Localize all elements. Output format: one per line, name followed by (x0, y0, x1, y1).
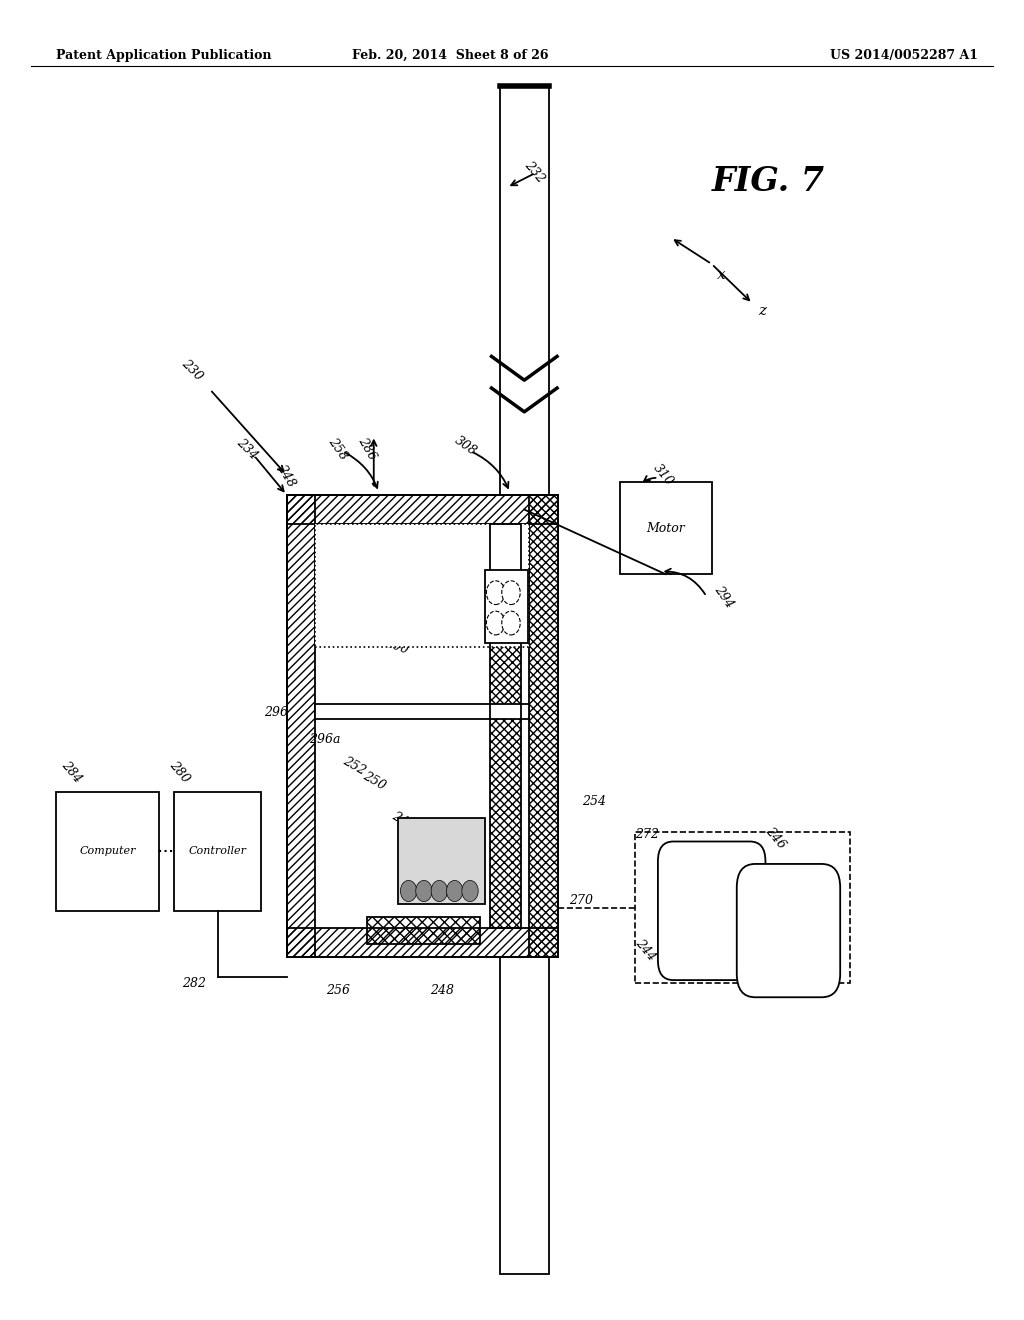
Text: 280: 280 (167, 759, 193, 785)
Text: 300: 300 (384, 636, 411, 657)
Circle shape (416, 880, 432, 902)
Bar (287, 495, 558, 957)
FancyBboxPatch shape (737, 865, 840, 998)
Text: Patent Application Publication: Patent Application Publication (56, 49, 271, 62)
Text: FIG. 7: FIG. 7 (712, 165, 824, 198)
Circle shape (486, 611, 505, 635)
Text: x: x (717, 268, 725, 282)
Text: 306: 306 (459, 597, 485, 618)
Circle shape (502, 581, 520, 605)
Bar (500, 86, 549, 1274)
Text: 254: 254 (582, 795, 605, 808)
Circle shape (400, 880, 417, 902)
Circle shape (486, 581, 505, 605)
Text: Feb. 20, 2014  Sheet 8 of 26: Feb. 20, 2014 Sheet 8 of 26 (352, 49, 549, 62)
Text: 258: 258 (326, 436, 350, 462)
Circle shape (462, 880, 478, 902)
Bar (367, 917, 480, 944)
Text: 298: 298 (420, 610, 446, 631)
Bar (287, 495, 315, 957)
Text: 244: 244 (633, 937, 658, 964)
Text: Motor: Motor (646, 521, 685, 535)
Text: z: z (758, 304, 766, 318)
Bar (56, 792, 159, 911)
Text: 256: 256 (326, 983, 349, 997)
Text: 294: 294 (712, 583, 736, 610)
Text: US 2014/0052287 A1: US 2014/0052287 A1 (829, 49, 978, 62)
Text: 272: 272 (635, 828, 658, 841)
Bar (485, 570, 528, 643)
Bar (635, 832, 850, 983)
FancyBboxPatch shape (657, 842, 765, 979)
Bar (287, 495, 558, 524)
Text: 296: 296 (264, 706, 288, 719)
Bar (398, 818, 485, 904)
Text: 250: 250 (360, 770, 388, 793)
Text: 252: 252 (341, 754, 369, 777)
Text: 234: 234 (233, 436, 260, 462)
Text: 232: 232 (522, 158, 548, 185)
Bar (287, 495, 558, 524)
Bar (620, 482, 712, 574)
Text: 270: 270 (569, 894, 593, 907)
Text: 248: 248 (274, 462, 298, 488)
Text: 292: 292 (338, 528, 364, 554)
Circle shape (431, 880, 447, 902)
Text: Computer: Computer (79, 846, 136, 857)
Text: 284: 284 (58, 759, 84, 785)
Text: 248: 248 (430, 983, 454, 997)
Bar (287, 495, 558, 957)
Bar (490, 524, 521, 928)
Bar (490, 524, 521, 928)
Circle shape (502, 611, 520, 635)
Text: Controller: Controller (188, 846, 247, 857)
Text: 296a: 296a (309, 733, 341, 746)
Text: 282: 282 (182, 977, 206, 990)
Text: 240: 240 (389, 809, 417, 833)
Text: 310: 310 (650, 462, 676, 488)
Text: 230: 230 (179, 356, 206, 383)
Bar (287, 928, 558, 957)
Bar (315, 704, 529, 719)
Bar (529, 495, 558, 957)
Text: 286: 286 (355, 436, 379, 462)
Bar (287, 495, 315, 957)
Text: 246: 246 (763, 825, 788, 851)
Bar (287, 928, 558, 957)
Circle shape (446, 880, 463, 902)
Bar (174, 792, 261, 911)
Bar (529, 495, 558, 957)
Bar (367, 917, 480, 944)
Text: 308: 308 (453, 434, 479, 458)
Bar (315, 524, 529, 647)
